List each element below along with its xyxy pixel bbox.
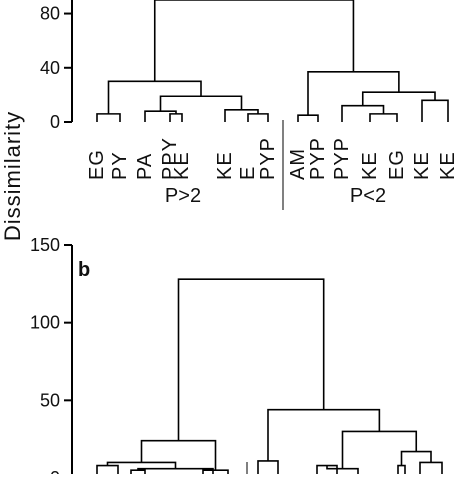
dendrogram-link xyxy=(419,461,443,478)
dendrogram-link xyxy=(247,113,269,122)
dendrogram-link xyxy=(137,467,214,478)
dendrogram-link xyxy=(144,110,177,122)
dendrogram-link xyxy=(297,114,319,122)
leaf-label: PY xyxy=(109,151,131,180)
dendrogram-link xyxy=(316,464,338,478)
y-tick-label: 150 xyxy=(30,235,60,255)
dendrogram-link xyxy=(224,109,259,122)
dendrogram-link xyxy=(400,450,432,466)
dendrogram-link xyxy=(96,464,119,478)
dendrogram-link xyxy=(421,99,449,122)
panel-a-y-axis: 0 40 80 xyxy=(40,0,73,132)
leaf-label: E xyxy=(237,166,259,180)
y-tick-label: 40 xyxy=(40,58,60,78)
leaf-label: KE xyxy=(437,151,459,180)
leaf-label: AM xyxy=(287,148,309,180)
dendrogram-link xyxy=(397,464,406,478)
leaf-label: PPY xyxy=(159,137,181,180)
panel-b-tree xyxy=(96,278,443,478)
panel-a-group-label: P<2 xyxy=(350,185,386,207)
leaf-label: KE xyxy=(171,151,193,180)
dendrogram-link xyxy=(96,113,121,122)
dendrogram-link xyxy=(153,0,355,82)
dendrogram-link xyxy=(130,469,146,478)
panel-b-y-axis: 0 50 100 150 xyxy=(30,235,73,479)
leaf-label: PYP xyxy=(331,137,353,180)
dendrogram-link xyxy=(106,461,177,469)
y-tick-label: 80 xyxy=(40,4,60,24)
dendrogram-link xyxy=(369,113,398,122)
dendrogram-link xyxy=(307,71,400,116)
y-tick-label: 100 xyxy=(30,313,60,333)
leaf-label: KE xyxy=(411,151,433,180)
dendrogram-link xyxy=(107,80,202,114)
leaf-label: PYP xyxy=(307,137,329,180)
leaf-label: PA xyxy=(134,153,156,180)
y-axis-title: Dissimilarity xyxy=(0,111,25,241)
leaf-label: KE xyxy=(359,151,381,180)
panel-b-dendrogram: 0 50 100 150 b xyxy=(30,235,443,479)
dendrogram-link xyxy=(177,278,325,441)
leaf-label: KE xyxy=(214,151,236,180)
dendrogram-link xyxy=(257,460,279,478)
dendrogram-link xyxy=(159,95,243,112)
panel-b-letter: b xyxy=(78,259,90,281)
panel-a-group-label: P>2 xyxy=(165,185,201,207)
y-tick-label: 50 xyxy=(40,390,60,410)
dendrogram-link xyxy=(361,91,436,106)
dendrogram-link xyxy=(267,408,381,461)
leaf-label: EG xyxy=(86,149,108,180)
y-tick-label: 0 xyxy=(50,468,60,474)
panel-a-tree xyxy=(96,0,449,122)
leaf-label: PYP xyxy=(257,137,279,180)
dendrogram-link xyxy=(341,430,418,469)
dendrogram-link xyxy=(202,469,229,478)
y-tick-label: 0 xyxy=(50,112,60,132)
dendrogram-link xyxy=(140,439,217,471)
dendrogram-link xyxy=(169,113,183,122)
leaf-label: EG xyxy=(386,149,408,180)
